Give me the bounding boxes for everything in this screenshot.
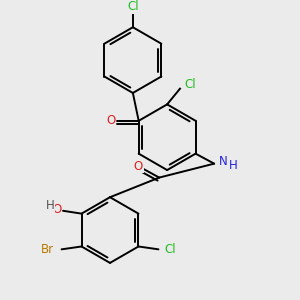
Text: H: H [46,199,55,212]
Text: O: O [52,203,62,216]
Text: O: O [106,114,116,127]
Text: Br: Br [41,243,54,256]
Text: Cl: Cl [127,0,139,13]
Text: O: O [134,160,143,172]
Text: Cl: Cl [165,243,176,256]
Text: Cl: Cl [184,78,196,91]
Text: N: N [219,155,228,168]
Text: H: H [229,159,238,172]
